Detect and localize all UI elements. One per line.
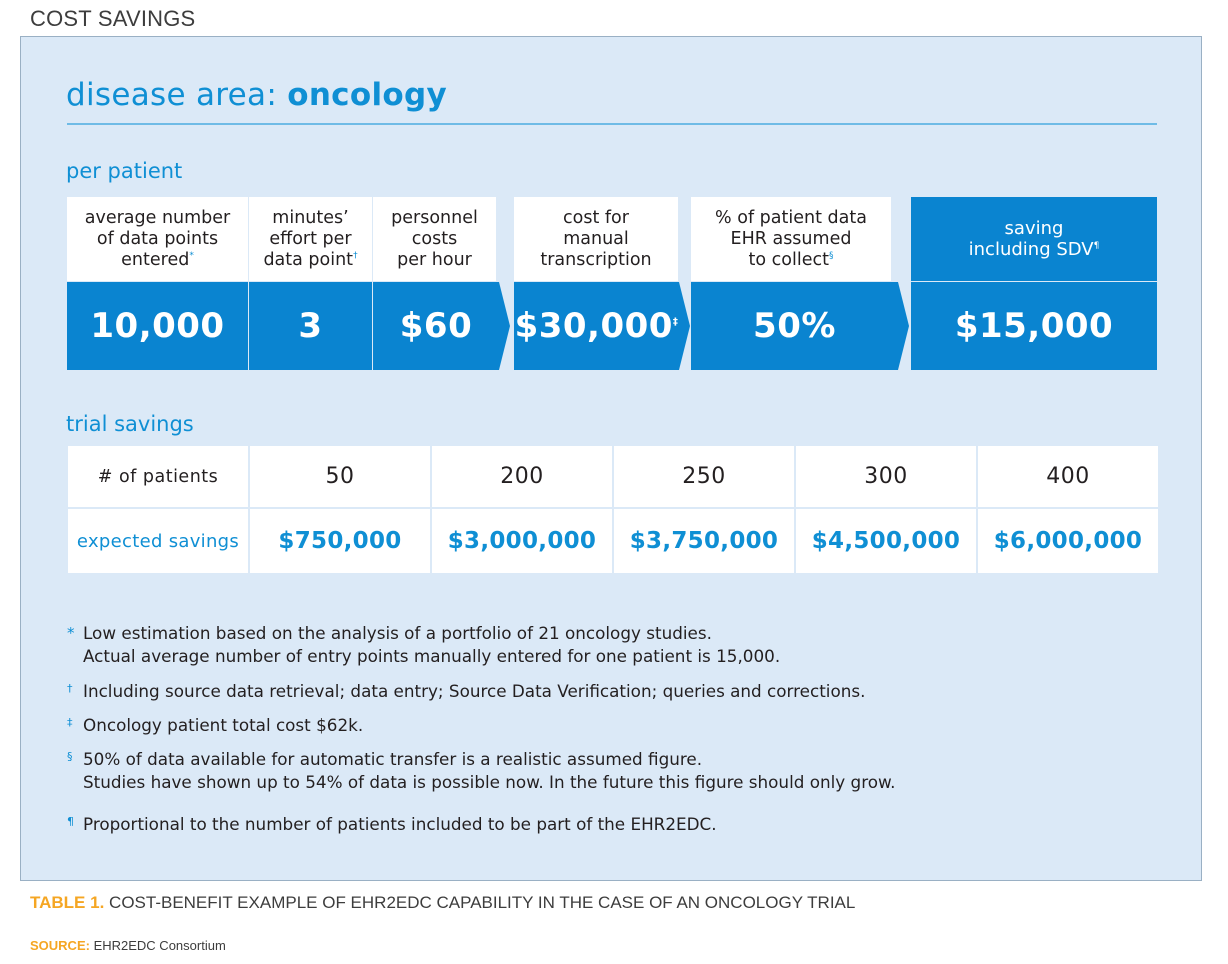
page-section-title: COST SAVINGS [30,6,196,31]
header-data-points: average number of data points entered* [67,197,248,281]
value-text: $60 [399,306,473,346]
heading-disease: oncology [287,77,447,113]
footnote-item: * Low estimation based on the analysis o… [67,622,1167,668]
value-personnel-costs: $60 [373,282,499,370]
header-manual-transcription: cost for manual transcription [514,197,678,281]
footnotes: * Low estimation based on the analysis o… [67,622,1167,836]
savings-cell: $3,750,000 [614,509,794,573]
header-minutes-effort: minutes’ effort per data point† [249,197,372,281]
footnote-line: Low estimation based on the analysis of … [83,623,712,643]
cost-savings-panel: disease area: oncology per patient avera… [20,36,1202,881]
source-text: EHR2EDC Consortium [89,938,226,953]
footnote-item: ‡ Oncology patient total cost $62k. [67,714,1167,737]
source-credit: SOURCE: EHR2EDC Consortium [30,938,226,953]
value-text: $15,000 [954,306,1114,346]
footnote-mark: ‡ [67,716,73,729]
header-text: saving including SDV [968,218,1094,260]
header-saving-sdv: saving including SDV¶ [911,197,1157,281]
patients-cell: 300 [796,446,976,507]
value-text: 10,000 [90,306,225,346]
footnote-mark: ¶ [67,815,74,828]
row-label-patients: # of patients [68,446,248,507]
trial-savings-label: trial savings [66,412,194,436]
savings-cell: $4,500,000 [796,509,976,573]
footnote-line: Actual average number of entry points ma… [83,646,781,666]
arrow-chevron [499,282,510,370]
disease-area-heading: disease area: oncology [66,77,447,113]
savings-cell: $750,000 [250,509,430,573]
caption-text: COST-BENEFIT EXAMPLE OF EHR2EDC CAPABILI… [104,893,856,912]
footnote-item: § 50% of data available for automatic tr… [67,748,1167,794]
header-text: minutes’ effort per data point [263,207,354,270]
value-text: 50% [753,306,836,346]
footnote-item: ¶ Proportional to the number of patients… [67,813,1167,836]
arrow-chevron [679,282,690,370]
header-text: cost for manual transcription [540,207,652,270]
header-text: personnel costs per hour [391,207,478,270]
footnote-mark: † [353,250,358,261]
patients-cell: 400 [978,446,1158,507]
savings-cell: $3,000,000 [432,509,612,573]
savings-cell: $6,000,000 [978,509,1158,573]
per-patient-label: per patient [66,159,183,183]
table-caption: TABLE 1. COST-BENEFIT EXAMPLE OF EHR2EDC… [30,893,855,913]
footnote-line: Including source data retrieval; data en… [83,681,866,701]
source-tag: SOURCE: [30,938,90,953]
footnote-mark: * [67,624,75,642]
footnote-line: 50% of data available for automatic tran… [83,749,703,769]
header-text: average number of data points entered [84,207,231,270]
footnote-item: † Including source data retrieval; data … [67,680,1167,703]
footnote-mark: § [67,750,73,763]
patients-cell: 250 [614,446,794,507]
footnote-line: Studies have shown up to 54% of data is … [83,772,896,792]
row-label-expected-savings: expected savings [68,509,248,573]
header-personnel-costs: personnel costs per hour [373,197,496,281]
patients-cell: 200 [432,446,612,507]
value-data-points: 10,000 [67,282,248,370]
footnote-mark: § [828,250,834,261]
footnote-line: Proportional to the number of patients i… [83,814,717,834]
footnote-mark: ‡ [672,316,679,328]
value-manual-transcription: $30,000‡ [514,282,679,370]
heading-divider [67,123,1157,125]
footnote-line: Oncology patient total cost $62k. [83,715,364,735]
patients-cell: 50 [250,446,430,507]
value-text: $30,000 [514,306,673,346]
header-text: % of patient data EHR assumed to collect [715,207,867,270]
value-saving-sdv: $15,000 [911,282,1157,370]
heading-prefix: disease area: [66,77,288,113]
header-ehr-percent: % of patient data EHR assumed to collect… [691,197,891,281]
arrow-chevron [898,282,909,370]
caption-tag: TABLE 1. [30,893,105,912]
footnote-mark: † [67,682,73,695]
footnote-mark: * [189,250,194,261]
value-text: 3 [298,306,323,346]
footnote-mark: ¶ [1093,241,1100,251]
value-ehr-percent: 50% [691,282,898,370]
value-minutes-effort: 3 [249,282,372,370]
